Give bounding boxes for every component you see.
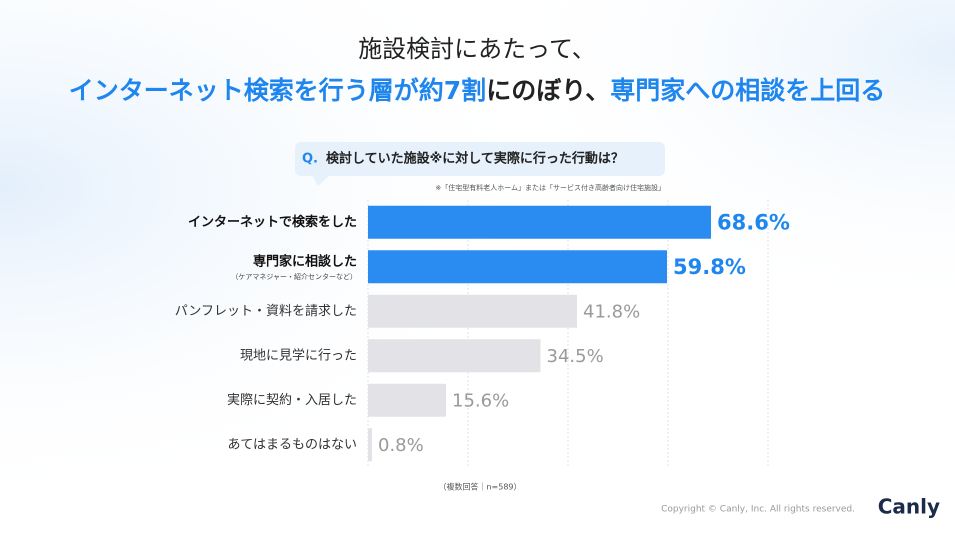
bubble-tail: [312, 175, 330, 186]
note: ※「住宅型有料老人ホーム」または「サービス付き高齢者向け住宅施設」: [435, 183, 665, 192]
category-label: インターネットで検索をした: [188, 214, 357, 230]
bar: [368, 205, 711, 239]
title-part: 専門家への相談を上回る: [610, 76, 885, 105]
footnote: （複数回答｜n=589）: [438, 482, 521, 492]
title-line2: インターネット検索を行う層が約7割にのぼり、専門家への相談を上回る: [69, 76, 885, 105]
question: 検討していた施設※に対して実際に行った行動は？: [326, 151, 624, 167]
value-label: 0.8%: [378, 435, 424, 456]
category-label: あてはまるものはない: [228, 437, 357, 452]
question-prefix: Q.: [302, 152, 318, 167]
category-label: 現地に見学に行った: [240, 347, 357, 363]
value-label: 41.8%: [583, 301, 640, 322]
value-label: 15.6%: [452, 390, 509, 411]
bar: [368, 428, 372, 462]
title-line1: 施設検討にあたって、: [358, 35, 596, 63]
bar: [368, 294, 577, 328]
bar: [368, 383, 446, 417]
bar: [368, 250, 667, 284]
category-label: 実際に契約・入居した: [227, 392, 357, 408]
category-note: （ケアマネジャー・紹介センターなど）: [231, 272, 357, 281]
bar: [368, 339, 541, 373]
category-label: 専門家に相談した: [253, 253, 357, 269]
value-label: 34.5%: [547, 346, 604, 367]
title-part: インターネット検索を行う層が約7割: [69, 76, 486, 105]
copyright: Copyright © Canly, Inc. All rights reser…: [661, 505, 855, 515]
value-label: 59.8%: [673, 255, 746, 279]
category-label: パンフレット・資料を請求した: [175, 304, 357, 319]
value-label: 68.6%: [717, 210, 790, 234]
logo: Canly: [878, 495, 940, 519]
title-part: にのぼり、: [486, 76, 610, 105]
question-bubble: [295, 142, 665, 176]
